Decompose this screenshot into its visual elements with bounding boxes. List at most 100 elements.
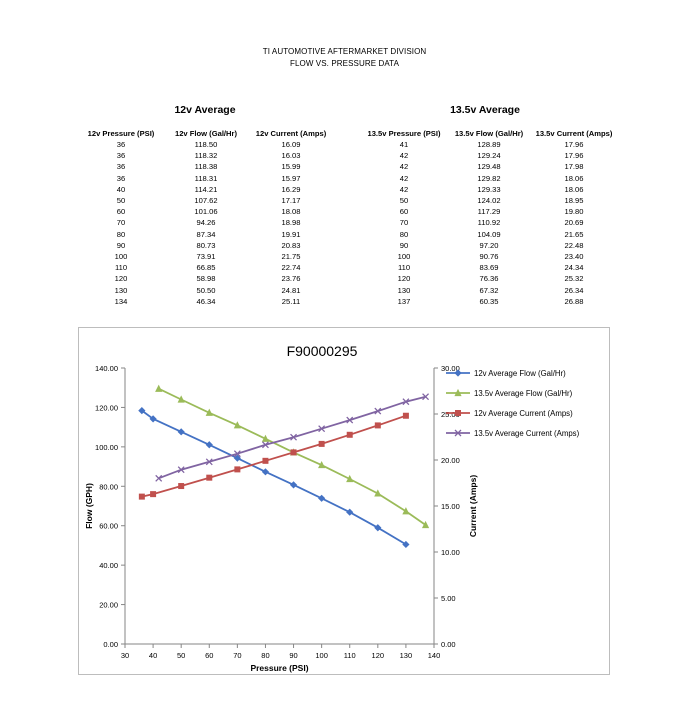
- table-cell: 36: [116, 173, 126, 183]
- data-point: [233, 421, 241, 429]
- legend-label: 13.5v Average Flow (Gal/Hr): [474, 389, 573, 398]
- table-cell: 18.06: [564, 173, 584, 183]
- table-cell: 94.26: [196, 218, 216, 228]
- x-axis-title: Pressure (PSI): [250, 663, 308, 673]
- table-cell: 107.62: [194, 196, 218, 205]
- legend-marker: [454, 429, 462, 437]
- data-point: [318, 460, 326, 469]
- y-tick-label: 20.00: [99, 601, 118, 610]
- table-cell: 124.02: [477, 196, 501, 205]
- table-cell: 129.82: [477, 173, 501, 183]
- table-cell: 128.89: [477, 140, 501, 149]
- table-cell: 87.34: [196, 229, 216, 239]
- x-tick-label: 90: [289, 651, 297, 660]
- data-point: [177, 428, 185, 436]
- table-cell: 36: [116, 162, 126, 172]
- table-cell: 24.34: [564, 263, 584, 273]
- table-cell: 134: [114, 296, 128, 306]
- table-cell: 118.50: [194, 140, 218, 149]
- y2-tick-label: 30.00: [441, 364, 460, 373]
- document-title: TI AUTOMOTIVE AFTERMARKET DIVISION: [262, 47, 427, 56]
- x-tick-label: 100: [315, 651, 328, 660]
- table-cell: 97.20: [479, 240, 499, 250]
- data-point: [422, 393, 430, 401]
- data-point: [346, 474, 354, 483]
- y2-tick-label: 5.00: [441, 594, 456, 603]
- data-point: [402, 412, 409, 419]
- table-cell: 90.76: [479, 252, 499, 261]
- table-cell: 22.48: [564, 240, 584, 250]
- table-cell: 22.74: [281, 263, 301, 273]
- data-point: [374, 407, 382, 415]
- column-header: 13.5v Flow (Gal/Hr): [454, 129, 524, 138]
- table-cell: 36: [116, 140, 126, 149]
- table-cell: 90: [399, 240, 409, 250]
- table-cell: 70: [116, 218, 126, 228]
- data-point: [149, 415, 157, 423]
- table-cell: 70: [399, 218, 409, 228]
- table-cell: 42: [399, 184, 409, 194]
- data-point: [206, 474, 213, 481]
- table-cell: 19.91: [281, 229, 301, 239]
- data-point: [318, 494, 326, 502]
- table-cell: 25.11: [281, 296, 301, 306]
- table-135v-title: 13.5v Average: [450, 104, 520, 116]
- table-cell: 110.92: [477, 218, 501, 228]
- data-point: [290, 449, 297, 456]
- data-point: [346, 508, 354, 516]
- table-cell: 130: [114, 285, 128, 295]
- x-tick-label: 70: [233, 651, 241, 660]
- data-point: [262, 457, 269, 464]
- column-header: 13.5v Current (Amps): [535, 129, 613, 138]
- table-cell: 16.29: [281, 184, 301, 194]
- legend-label: 13.5v Average Current (Amps): [474, 429, 580, 438]
- table-cell: 25.32: [564, 274, 584, 284]
- x-tick-label: 50: [177, 651, 185, 660]
- table-cell: 42: [399, 173, 409, 183]
- table-cell: 101.06: [194, 207, 218, 217]
- column-header: 12v Current (Amps): [255, 129, 327, 138]
- table-cell: 110: [114, 263, 128, 273]
- data-point: [150, 491, 157, 498]
- x-tick-label: 120: [372, 651, 385, 660]
- table-cell: 24.81: [281, 285, 301, 295]
- data-point: [155, 384, 163, 392]
- table-cell: 129.48: [477, 162, 501, 172]
- table-cell: 26.88: [564, 296, 584, 306]
- table-cell: 23.76: [281, 274, 301, 284]
- table-cell: 76.36: [479, 274, 499, 284]
- data-point: [205, 441, 213, 449]
- table-cell: 66.85: [196, 263, 216, 273]
- data-point: [261, 434, 270, 442]
- table-cell: 114.21: [194, 184, 218, 194]
- legend-label: 12v Average Flow (Gal/Hr): [474, 369, 566, 378]
- y-tick-label: 60.00: [99, 522, 118, 531]
- y2-axis-title: Current (Amps): [468, 475, 478, 538]
- data-point: [421, 520, 430, 529]
- table-cell: 18.98: [281, 218, 301, 228]
- x-tick-label: 110: [344, 651, 356, 660]
- data-point: [374, 489, 382, 497]
- table-cell: 80: [116, 229, 126, 239]
- column-header: 13.5v Pressure (PSI): [367, 129, 441, 138]
- y-tick-label: 40.00: [99, 561, 118, 570]
- table-cell: 18.95: [564, 196, 584, 205]
- y2-tick-label: 25.00: [441, 410, 460, 419]
- table-cell: 118.31: [194, 173, 218, 183]
- table-cell: 110: [397, 263, 411, 273]
- table-cell: 23.40: [564, 252, 584, 261]
- table-cell: 15.99: [281, 162, 301, 172]
- data-point: [234, 466, 241, 473]
- table-cell: 118.32: [194, 151, 218, 161]
- table-cell: 58.98: [196, 274, 216, 284]
- series-line-4: [158, 395, 426, 480]
- data-point: [205, 408, 213, 416]
- x-tick-label: 40: [149, 651, 157, 660]
- x-tick-label: 30: [121, 651, 129, 660]
- legend-marker: [454, 369, 462, 377]
- data-point: [233, 454, 241, 462]
- x-tick-label: 60: [205, 651, 213, 660]
- data-point: [290, 433, 298, 441]
- table-cell: 42: [399, 162, 409, 172]
- y2-tick-label: 10.00: [441, 548, 460, 557]
